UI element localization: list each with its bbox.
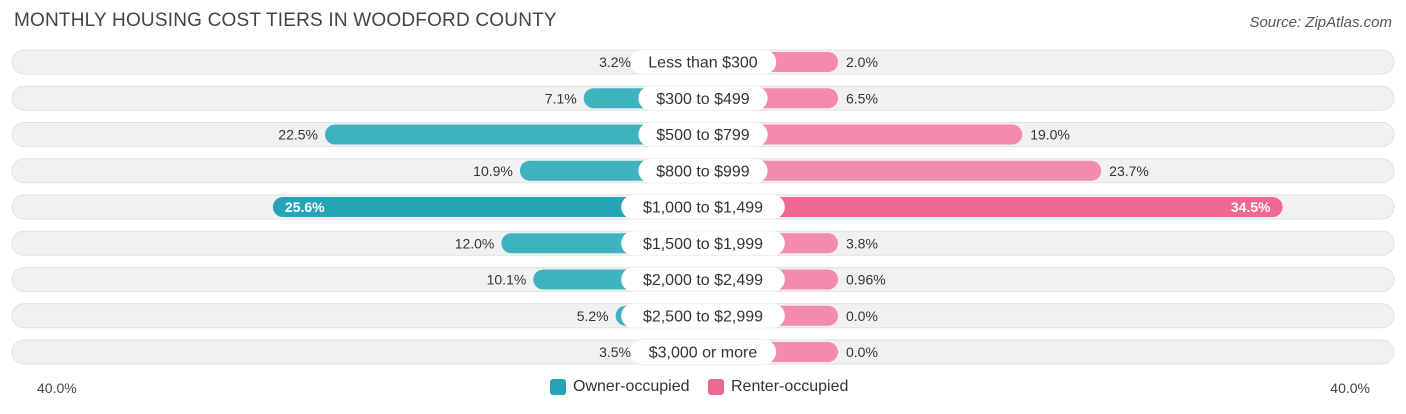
value-label-renter: 6.5% — [846, 90, 878, 106]
value-label-renter: 0.96% — [846, 272, 886, 288]
legend-item-renter: Renter-occupied — [708, 378, 848, 396]
category-label: $300 to $499 — [656, 91, 750, 108]
category-pill — [638, 122, 768, 147]
category-label: $1,500 to $1,999 — [643, 236, 763, 253]
value-label-owner: 3.5% — [599, 344, 631, 360]
bar-renter — [703, 124, 1023, 145]
category-pill — [638, 86, 768, 111]
bar-owner — [325, 124, 703, 145]
category-pill — [621, 267, 785, 292]
category-pill — [638, 158, 768, 183]
legend-label-owner: Owner-occupied — [573, 378, 690, 395]
axis-left-label: 40.0% — [37, 380, 77, 396]
value-label-owner: 10.1% — [487, 272, 527, 288]
value-label-owner: 12.0% — [455, 235, 495, 251]
value-label-renter: 0.0% — [846, 344, 878, 360]
category-pill — [629, 340, 777, 364]
value-label-owner: 22.5% — [278, 127, 318, 143]
category-pill — [621, 231, 785, 256]
value-label-renter: 23.7% — [1109, 163, 1149, 179]
category-pill — [629, 50, 777, 74]
chart-title: MONTHLY HOUSING COST TIERS IN WOODFORD C… — [14, 10, 557, 31]
category-label: $800 to $999 — [656, 163, 750, 180]
value-label-renter: 3.8% — [846, 235, 878, 251]
category-label: Less than $300 — [648, 55, 758, 72]
category-label: $3,000 or more — [649, 345, 758, 362]
category-label: $2,500 to $2,999 — [643, 308, 763, 325]
value-label-renter: 2.0% — [846, 54, 878, 70]
bar-renter — [703, 160, 1102, 181]
category-label: $2,000 to $2,499 — [643, 272, 763, 289]
value-label-owner: 10.9% — [473, 163, 513, 179]
value-label-owner: 25.6% — [285, 199, 325, 215]
axis-right-label: 40.0% — [1330, 380, 1370, 396]
value-label-owner: 3.2% — [599, 54, 631, 70]
bar-owner — [272, 197, 703, 217]
value-label-owner: 7.1% — [545, 90, 577, 106]
legend-label-renter: Renter-occupied — [731, 378, 849, 395]
value-label-renter: 34.5% — [1231, 199, 1271, 215]
value-label-renter: 0.0% — [846, 308, 878, 324]
legend: Owner-occupied Renter-occupied — [0, 378, 1406, 402]
category-pill — [621, 195, 785, 219]
legend-swatch-owner — [550, 379, 566, 395]
category-pill — [621, 303, 785, 328]
bar-renter — [703, 197, 1283, 217]
category-label: $1,000 to $1,499 — [643, 200, 763, 217]
value-label-owner: 5.2% — [577, 308, 609, 324]
legend-item-owner: Owner-occupied — [550, 378, 690, 396]
chart-source: Source: ZipAtlas.com — [1249, 14, 1392, 31]
category-label: $500 to $799 — [656, 127, 750, 144]
value-label-renter: 19.0% — [1030, 127, 1070, 143]
legend-swatch-renter — [708, 379, 724, 395]
